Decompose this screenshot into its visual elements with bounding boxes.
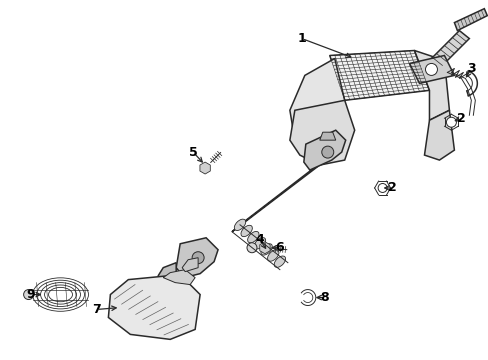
Text: 9: 9 bbox=[26, 288, 35, 301]
Ellipse shape bbox=[261, 244, 272, 255]
Polygon shape bbox=[289, 58, 344, 140]
Ellipse shape bbox=[247, 231, 259, 243]
Ellipse shape bbox=[254, 238, 265, 249]
Circle shape bbox=[425, 63, 437, 75]
Ellipse shape bbox=[267, 250, 278, 261]
Text: 2: 2 bbox=[387, 181, 396, 194]
Circle shape bbox=[23, 289, 34, 300]
Text: 6: 6 bbox=[275, 241, 284, 254]
Polygon shape bbox=[453, 9, 487, 31]
Polygon shape bbox=[319, 132, 335, 140]
Polygon shape bbox=[108, 275, 200, 339]
Circle shape bbox=[246, 243, 256, 253]
Text: 2: 2 bbox=[456, 112, 465, 125]
Polygon shape bbox=[182, 258, 198, 272]
Polygon shape bbox=[259, 242, 269, 254]
Ellipse shape bbox=[241, 225, 252, 237]
Polygon shape bbox=[303, 130, 345, 170]
Ellipse shape bbox=[274, 256, 285, 267]
Polygon shape bbox=[158, 263, 176, 285]
Text: 8: 8 bbox=[320, 291, 328, 304]
Polygon shape bbox=[232, 148, 339, 232]
Text: 1: 1 bbox=[297, 32, 305, 45]
Polygon shape bbox=[200, 162, 210, 174]
Circle shape bbox=[377, 184, 386, 193]
Polygon shape bbox=[176, 238, 218, 278]
Polygon shape bbox=[289, 100, 354, 165]
Polygon shape bbox=[163, 270, 195, 285]
Polygon shape bbox=[329, 50, 428, 100]
Text: 4: 4 bbox=[255, 233, 264, 246]
Circle shape bbox=[192, 252, 203, 264]
Text: 5: 5 bbox=[188, 145, 197, 159]
Polygon shape bbox=[414, 50, 448, 120]
Ellipse shape bbox=[234, 219, 245, 230]
Polygon shape bbox=[408, 55, 453, 84]
Text: 7: 7 bbox=[92, 303, 101, 316]
Circle shape bbox=[321, 146, 333, 158]
Circle shape bbox=[446, 117, 455, 127]
Text: 3: 3 bbox=[466, 62, 475, 75]
Polygon shape bbox=[428, 31, 468, 68]
Polygon shape bbox=[424, 110, 453, 160]
